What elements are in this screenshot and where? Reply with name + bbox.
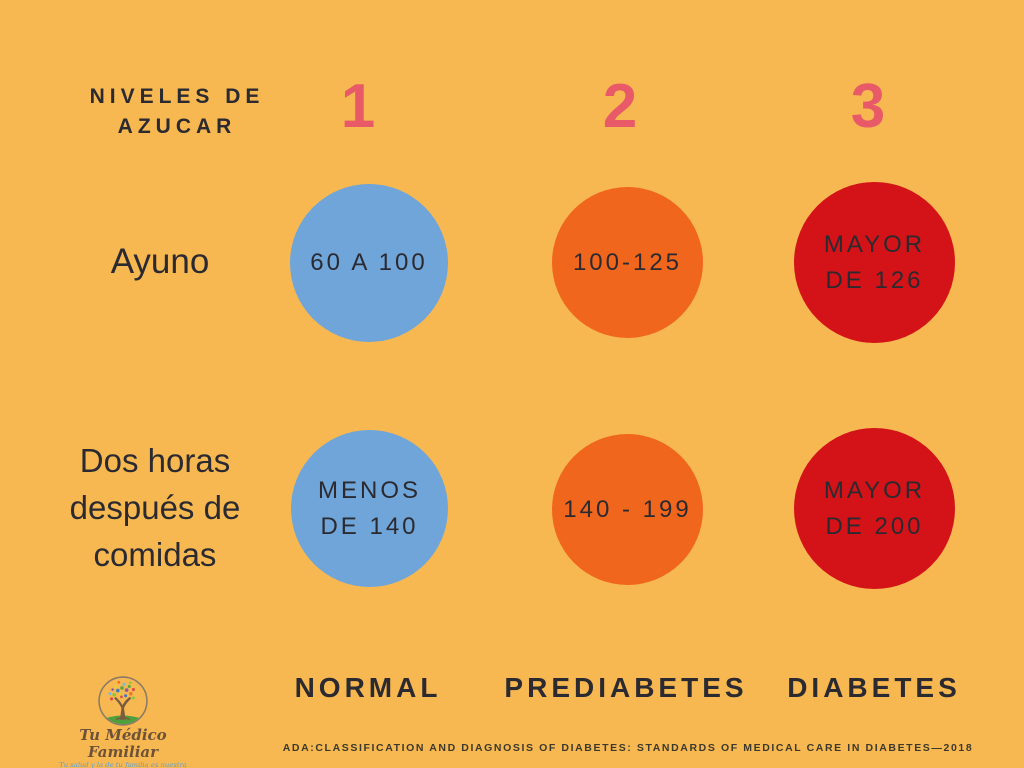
circle-value-line: DE 200 <box>825 512 924 540</box>
circle-value-line: DE 140 <box>320 512 419 540</box>
circle-value-line: 100-125 <box>572 248 683 276</box>
logo-tree-icon <box>98 676 148 726</box>
row-label-line: comidas <box>93 536 217 573</box>
logo-tagline: Tu salud y la de tu familia es nuestra p… <box>59 761 187 768</box>
circle-value-line: 60 A 100 <box>310 249 428 276</box>
circle-fasting-prediabetes: 100-125 <box>552 187 703 338</box>
row-label-fasting: Ayuno <box>35 242 285 282</box>
category-label-normal: NORMAL <box>294 672 442 703</box>
row-label-line: Dos horas <box>79 442 231 479</box>
column-number-3: 3 <box>850 72 886 141</box>
category-label-diabetes: DIABETES <box>787 672 961 703</box>
page-title: NIVELES DE AZUCAR <box>57 82 297 142</box>
page-title-line: AZUCAR <box>117 115 237 138</box>
circle-postmeal-prediabetes: 140 - 199 <box>552 434 703 585</box>
footer-citation: ADA:CLASSIFICATION AND DIAGNOSIS OF DIAB… <box>282 742 974 754</box>
circle-value-line: 140 - 199 <box>563 495 692 523</box>
circle-fasting-diabetes: MAYOR DE 126 <box>794 182 955 343</box>
category-label-prediabetes: PREDIABETES <box>504 672 748 703</box>
circle-value-line: MAYOR <box>823 476 926 504</box>
circle-value-line: MAYOR <box>823 230 926 258</box>
circle-value-line: MENOS <box>317 476 421 504</box>
circle-postmeal-diabetes: MAYOR DE 200 <box>794 428 955 589</box>
circle-value-line: DE 126 <box>825 266 924 294</box>
row-label-line: Ayuno <box>110 242 210 281</box>
logo: Tu Médico Familiar Tu salud y la de tu f… <box>58 675 188 768</box>
row-label-two-hours-after-meals: Dos horas después de comidas <box>25 437 285 578</box>
circle-postmeal-normal: MENOS DE 140 <box>291 430 448 587</box>
column-number-2: 2 <box>602 72 638 141</box>
column-number-1: 1 <box>340 72 376 141</box>
row-label-line: después de <box>69 489 241 526</box>
circle-fasting-normal: 60 A 100 <box>290 184 448 342</box>
page-title-line: NIVELES DE <box>89 85 265 108</box>
logo-name: Tu Médico Familiar <box>79 726 167 761</box>
